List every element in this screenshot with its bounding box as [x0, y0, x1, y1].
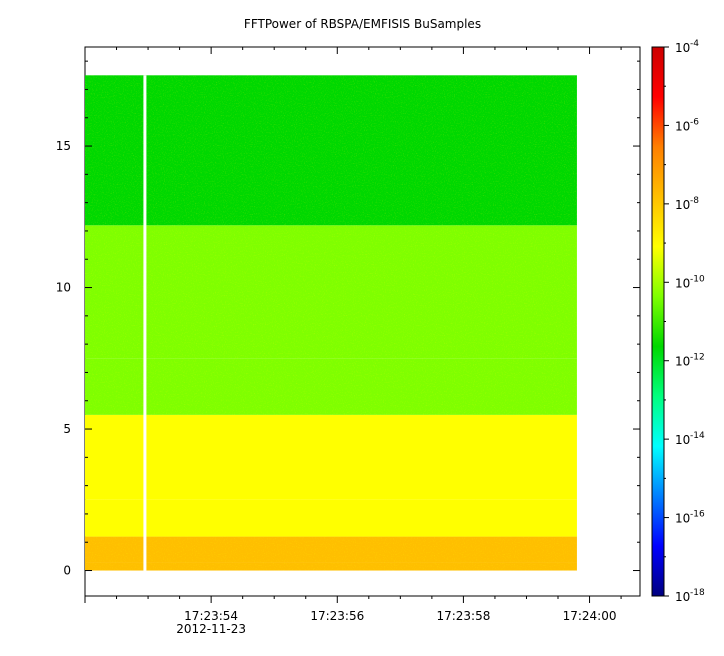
- x-tick-label: 17:24:00: [563, 609, 617, 623]
- y-tick-label: 5: [63, 422, 71, 436]
- x-tick-label: 17:23:56: [310, 609, 364, 623]
- colorbar-tick-exponent: -8: [690, 196, 699, 206]
- data-gap: [143, 75, 147, 571]
- colorbar-tick-exponent: -10: [690, 274, 705, 284]
- colorbar-tick-exponent: -12: [690, 353, 705, 363]
- x-tick-label: 17:23:54: [184, 609, 238, 623]
- x-axis-date-label: 2012-11-23: [176, 622, 246, 636]
- colorbar-tick-label: 10: [675, 119, 690, 133]
- colorbar-tick-exponent: -6: [690, 117, 699, 127]
- x-axis: 17:23:54 17:23:56 17:23:58 17:24:00: [84, 47, 622, 623]
- colorbar: [651, 46, 665, 597]
- colorbar-tick-label: 10: [675, 590, 690, 604]
- colorbar-tick-label: 10: [675, 41, 690, 55]
- colorbar-tick-exponent: -16: [690, 510, 705, 520]
- y-tick-label: 0: [63, 564, 71, 578]
- colorbar-tick-label: 10: [675, 276, 690, 290]
- spectrogram-speckle: [85, 75, 577, 571]
- y-tick-label: 10: [56, 281, 71, 295]
- colorbar-tick-label: 10: [675, 512, 690, 526]
- colorbar-tick-exponent: -14: [690, 431, 705, 441]
- x-tick-label: 17:23:58: [436, 609, 490, 623]
- colorbar-tick-label: 10: [675, 198, 690, 212]
- chart-title: FFTPower of RBSPA/EMFISIS BuSamples: [243, 17, 482, 31]
- colorbar-tick-exponent: -18: [690, 588, 705, 598]
- speckle-layer: [85, 75, 577, 571]
- colorbar-tick-exponent: -4: [690, 39, 699, 49]
- colorbar-tick-label: 10: [675, 355, 690, 369]
- colorbar-tick-label: 10: [675, 433, 690, 447]
- y-axis: 0 5 10 15: [56, 60, 640, 578]
- y-tick-label: 15: [56, 139, 71, 153]
